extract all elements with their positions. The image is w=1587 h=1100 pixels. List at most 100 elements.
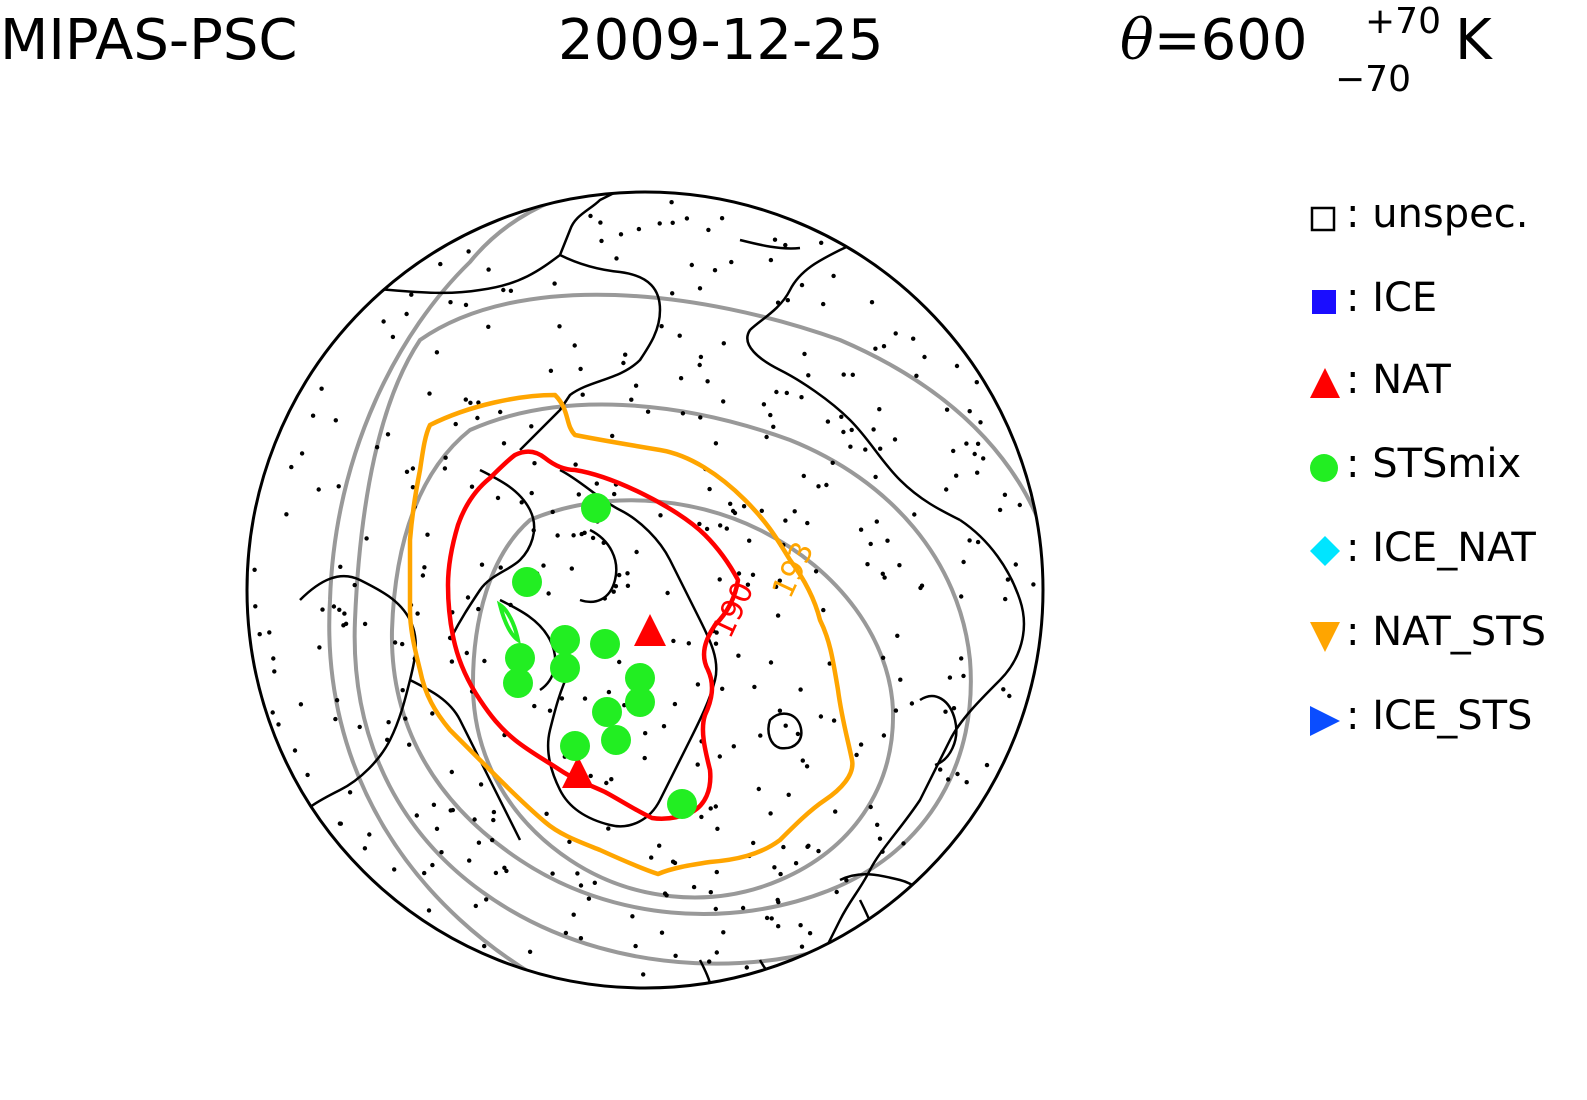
measurement-dot: [410, 466, 416, 471]
measurement-dot: [649, 855, 654, 860]
measurement-dot: [821, 301, 826, 307]
legend-label: : STSmix: [1346, 441, 1522, 487]
measurement-dot: [865, 562, 870, 567]
measurement-dot: [425, 532, 430, 537]
measurement-dot: [252, 567, 257, 572]
measurement-dot: [532, 461, 537, 466]
measurement-dot: [352, 582, 357, 588]
measurement-dot: [833, 809, 838, 814]
measurement-dot: [816, 484, 821, 489]
measurement-dot: [707, 486, 712, 492]
measurement-dot: [720, 686, 725, 691]
measurement-dot: [816, 848, 821, 854]
measurement-dot: [642, 755, 647, 761]
contour-label-193: 193: [766, 537, 822, 604]
measurement-dot: [590, 535, 596, 541]
legend-label: : ICE_STS: [1346, 693, 1533, 739]
measurement-dot: [578, 366, 583, 372]
measurement-dot: [804, 764, 810, 769]
measurement-dot: [529, 490, 534, 496]
measurement-dot: [602, 596, 607, 601]
measurement-dot: [731, 744, 736, 749]
measurement-dot: [472, 817, 477, 822]
measurement-dot: [741, 504, 747, 509]
measurement-dot: [336, 484, 341, 489]
measurement-dot: [331, 604, 337, 609]
measurement-dot: [575, 871, 580, 876]
measurement-dot: [776, 899, 781, 905]
measurement-dot: [617, 659, 622, 665]
measurement-dot: [601, 540, 606, 545]
measurement-dot: [893, 331, 898, 336]
measurement-dot: [724, 526, 729, 531]
measurement-dot: [623, 352, 628, 357]
measurement-dot: [317, 645, 322, 650]
measurement-dot: [981, 456, 986, 461]
measurement-dot: [777, 578, 782, 583]
measurement-dot: [498, 409, 503, 415]
measurement-dot: [582, 530, 587, 535]
measurement-dot: [479, 562, 485, 567]
measurement-dot: [576, 492, 581, 497]
measurement-dot: [895, 633, 900, 638]
measurement-dot: [588, 213, 593, 219]
measurement-dot: [430, 862, 435, 868]
measurement-dot: [548, 368, 554, 373]
measurement-dot: [972, 451, 977, 457]
measurement-dot: [834, 889, 839, 895]
measurement-dot: [715, 826, 720, 831]
stsmix-marker: [667, 789, 697, 819]
measurement-dot: [1001, 687, 1006, 692]
measurement-dot: [868, 804, 873, 810]
measurement-dot: [785, 298, 790, 303]
measurement-dot: [482, 658, 487, 664]
measurement-dot: [914, 373, 919, 378]
measurement-dot: [333, 418, 338, 423]
measurement-dot: [721, 399, 726, 404]
measurement-dot: [430, 711, 435, 716]
measurement-dot: [502, 865, 507, 870]
measurement-dot: [580, 392, 585, 397]
measurement-dot: [547, 708, 553, 713]
measurement-dot: [1017, 502, 1022, 508]
measurement-dot: [881, 344, 887, 349]
measurement-dot: [974, 380, 979, 385]
legend-item-nat: : NAT: [1308, 352, 1578, 412]
measurement-dot: [850, 372, 855, 377]
measurement-dot: [466, 249, 471, 254]
measurement-dot: [598, 220, 603, 225]
measurement-dot: [964, 441, 969, 446]
measurement-dot: [448, 300, 453, 305]
title-instrument: MIPAS-PSC: [0, 8, 298, 73]
measurement-dot: [997, 507, 1003, 513]
coastline-greenland: [546, 468, 718, 828]
coastline-siberia: [689, 192, 961, 522]
measurement-dot: [400, 688, 405, 693]
measurement-dot: [253, 604, 258, 609]
measurement-dot: [527, 949, 533, 954]
nat-marker: [634, 614, 666, 646]
measurement-dot: [501, 287, 506, 293]
measurement-dot: [289, 464, 294, 470]
measurement-dot: [697, 362, 702, 368]
measurement-dot: [786, 792, 791, 797]
measurement-dot: [874, 519, 879, 524]
measurement-dot: [728, 501, 733, 506]
measurement-dot: [670, 220, 675, 225]
measurement-dot: [414, 813, 419, 818]
measurement-dot: [768, 257, 774, 263]
measurement-dot: [415, 611, 420, 616]
measurement-dot: [778, 871, 783, 877]
measurement-dot: [659, 930, 665, 935]
measurement-dot: [476, 840, 482, 845]
measurement-dot: [776, 924, 781, 929]
measurement-dot: [563, 930, 569, 936]
measurement-dot: [573, 462, 578, 467]
measurement-dot: [617, 572, 622, 578]
measurement-dot: [959, 594, 964, 599]
measurement-dot: [704, 526, 710, 532]
measurement-dot: [604, 780, 609, 786]
measurement-dot: [272, 669, 277, 674]
measurement-dot: [404, 311, 409, 317]
measurement-dot: [657, 221, 662, 226]
